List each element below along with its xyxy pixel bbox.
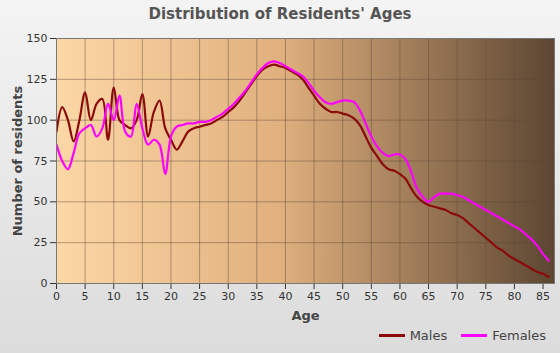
svg-text:70: 70 [450,290,464,303]
svg-text:80: 80 [507,290,521,303]
svg-text:40: 40 [278,290,292,303]
svg-text:15: 15 [135,290,149,303]
svg-text:55: 55 [364,290,378,303]
svg-text:150: 150 [27,32,48,45]
svg-text:Age: Age [291,308,319,323]
svg-text:75: 75 [479,290,493,303]
svg-text:45: 45 [307,290,321,303]
svg-text:35: 35 [250,290,264,303]
html-text:Females: Females [492,328,546,343]
svg-text:25: 25 [34,236,48,249]
svg-text:30: 30 [221,290,235,303]
svg-text:60: 60 [393,290,407,303]
svg-text:65: 65 [422,290,436,303]
svg-text:50: 50 [34,195,48,208]
svg-text:10: 10 [107,290,121,303]
svg-text:25: 25 [193,290,207,303]
svg-text:0: 0 [53,290,60,303]
svg-text:100: 100 [27,114,48,127]
svg-text:85: 85 [536,290,550,303]
svg-text:50: 50 [336,290,350,303]
html-text:Distribution of Residents' Age: Distribution of Residents' Ages [148,5,412,23]
svg-text:Number of residents: Number of residents [10,85,25,236]
svg-text:5: 5 [82,290,89,303]
svg-text:20: 20 [164,290,178,303]
svg-text:0: 0 [41,277,48,290]
svg-text:125: 125 [27,73,48,86]
html-text:Males: Males [409,328,448,343]
svg-text:75: 75 [34,155,48,168]
